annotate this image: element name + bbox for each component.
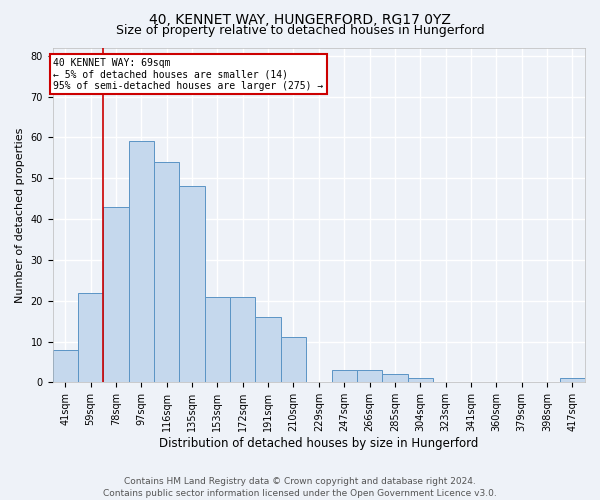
Bar [78,292,103,382]
Y-axis label: Number of detached properties: Number of detached properties [15,127,25,302]
Text: Contains HM Land Registry data © Crown copyright and database right 2024.
Contai: Contains HM Land Registry data © Crown c… [103,476,497,498]
Bar [407,378,433,382]
Bar [382,374,407,382]
Bar [154,162,179,382]
Bar [129,142,154,382]
Bar [205,296,230,382]
Text: 40 KENNET WAY: 69sqm
← 5% of detached houses are smaller (14)
95% of semi-detach: 40 KENNET WAY: 69sqm ← 5% of detached ho… [53,58,323,91]
Bar [179,186,205,382]
Bar [53,350,78,382]
Bar [332,370,357,382]
Bar [103,207,129,382]
Text: Size of property relative to detached houses in Hungerford: Size of property relative to detached ho… [116,24,484,37]
Text: 40, KENNET WAY, HUNGERFORD, RG17 0YZ: 40, KENNET WAY, HUNGERFORD, RG17 0YZ [149,12,451,26]
Bar [281,338,306,382]
Bar [230,296,256,382]
Bar [357,370,382,382]
X-axis label: Distribution of detached houses by size in Hungerford: Distribution of detached houses by size … [159,437,479,450]
Bar [256,317,281,382]
Bar [560,378,585,382]
